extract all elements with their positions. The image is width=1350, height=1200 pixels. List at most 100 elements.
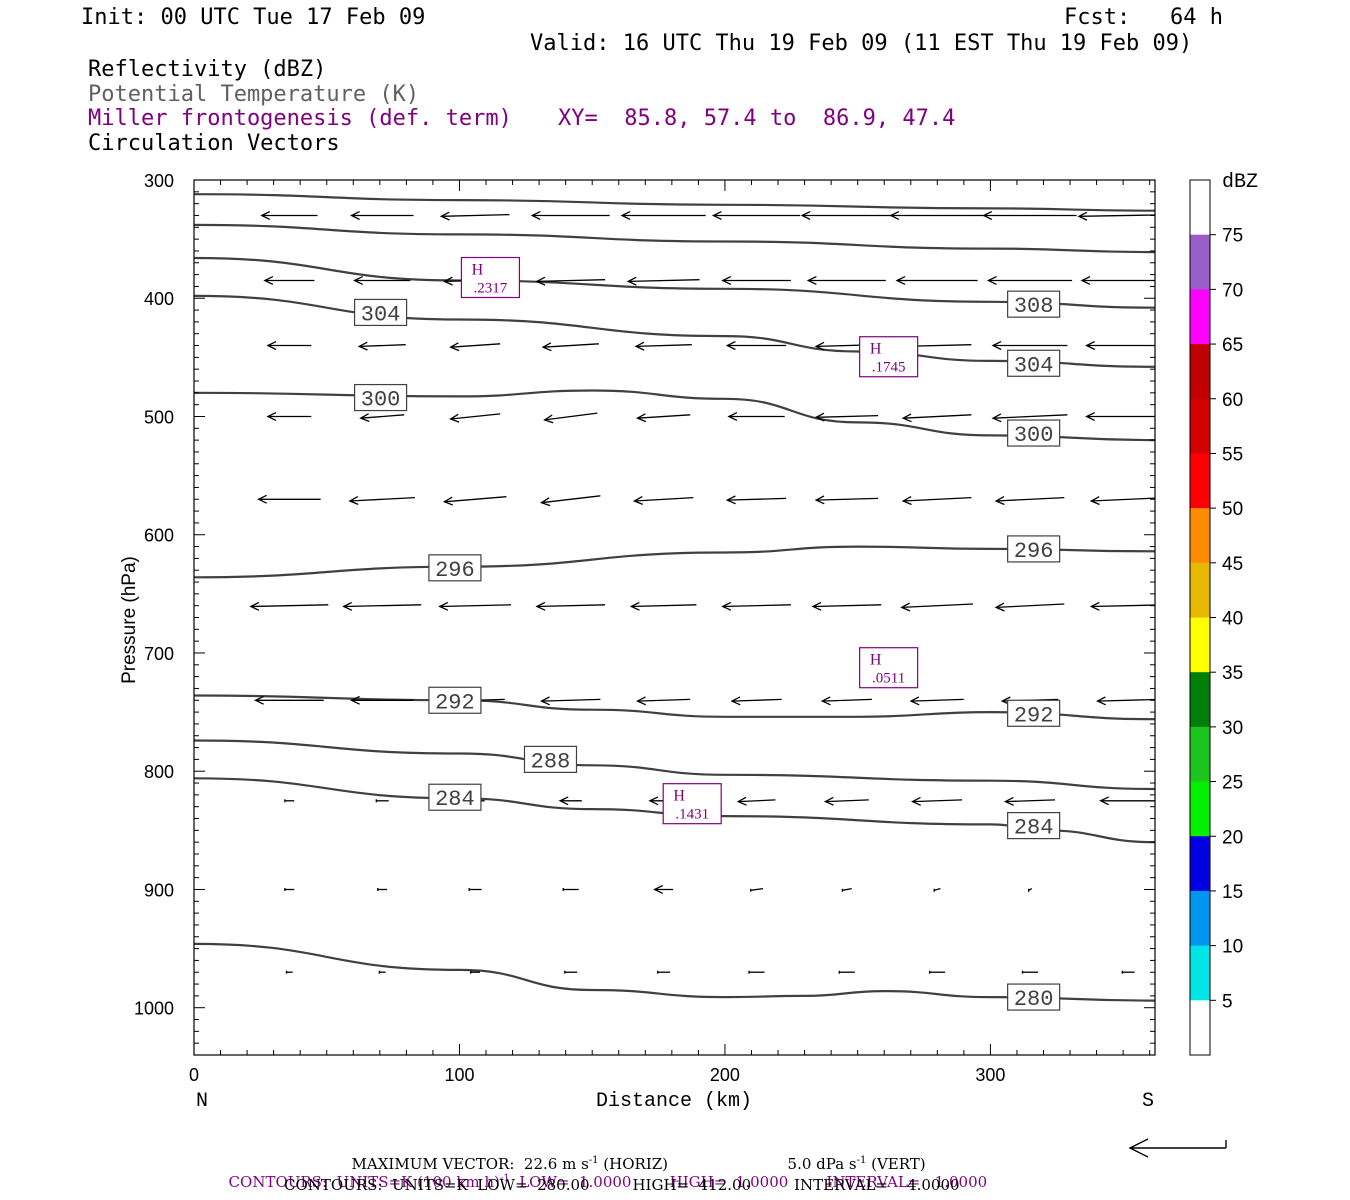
colorbar-segment xyxy=(1190,945,1210,1001)
vector-8-8 xyxy=(1028,888,1033,892)
frontogenesis-highs: H .2317 H .1745 H .0511 H .1431 xyxy=(460,256,919,825)
vector-6-1 xyxy=(350,695,414,705)
vector-8-6 xyxy=(841,887,852,892)
theta-label-text: 280 xyxy=(1014,987,1054,1012)
vector-1-5 xyxy=(721,276,791,285)
y-tick-label: 500 xyxy=(144,407,174,427)
vector-9-1 xyxy=(378,970,386,974)
high-value: .0511 xyxy=(872,671,905,687)
x-tick-label: 0 xyxy=(189,1065,199,1085)
colorbar-segment xyxy=(1190,344,1210,400)
colorbar-segment xyxy=(1190,781,1210,837)
footer-vert: 5.0 dPa s-1 (VERT) xyxy=(778,1141,926,1172)
colorbar-label: 55 xyxy=(1222,444,1243,465)
vector-6-6 xyxy=(820,696,872,706)
vector-4-1 xyxy=(348,496,416,506)
cross-section-endpoints: XY= 85.8, 57.4 to 86.9, 47.4 xyxy=(558,106,956,131)
field-reflectivity: Reflectivity (dBZ) xyxy=(88,57,327,82)
vector-2-5 xyxy=(725,341,787,351)
valid-time: Valid: 16 UTC Thu 19 Feb 09 (11 EST Thu … xyxy=(530,31,1193,56)
colorbar-title: dBZ xyxy=(1222,171,1258,194)
colorbar-label: 60 xyxy=(1222,390,1243,411)
vector-6-4 xyxy=(636,696,691,706)
theta-label-text: 308 xyxy=(1014,294,1054,319)
theta-label-text: 304 xyxy=(1014,353,1054,378)
vector-9-0 xyxy=(285,970,293,974)
vector-0-3 xyxy=(530,211,610,220)
theta-label-10: 284 xyxy=(428,783,482,812)
vector-0-1 xyxy=(350,211,414,220)
theta-label-text: 284 xyxy=(435,787,475,812)
theta-contour-4 xyxy=(194,389,1155,442)
theta-label-5: 296 xyxy=(428,554,482,583)
south-label: S xyxy=(1142,1090,1154,1113)
contours1-b: LOW= 1.0000 HIGH= 1.0000 INTERVAL= 1.000… xyxy=(509,1173,988,1191)
theta-label-11: 284 xyxy=(1007,812,1061,841)
colorbar-segment xyxy=(1190,726,1210,782)
colorbar-segment xyxy=(1190,453,1210,509)
theta-contour-1 xyxy=(194,223,1155,254)
vector-5-7 xyxy=(900,602,974,612)
vert-sup: -1 xyxy=(856,1155,867,1166)
theta-contour-9 xyxy=(194,942,1155,1002)
vector-3-8 xyxy=(991,413,1068,423)
vector-8-4 xyxy=(653,884,674,894)
vector-1-9 xyxy=(1080,276,1155,285)
vector-4-8 xyxy=(994,496,1065,506)
vector-2-2 xyxy=(449,342,501,352)
contours1-sup: -1 xyxy=(499,1173,510,1184)
vector-7-3 xyxy=(558,796,582,806)
colorbar-segment xyxy=(1190,562,1210,618)
vector-7-7 xyxy=(911,796,963,806)
vector-0-8 xyxy=(982,211,1077,220)
x-tick-labels: 0 100 200 300 xyxy=(189,1065,1005,1085)
high-label: H xyxy=(673,788,685,805)
vert-text: 5.0 dPa s xyxy=(787,1155,857,1173)
vector-5-0 xyxy=(249,601,329,611)
frontogenesis-high-0: H .2317 xyxy=(460,256,521,299)
colorbar-label: 20 xyxy=(1222,827,1243,848)
vector-2-9 xyxy=(1085,341,1155,351)
colorbar-label: 50 xyxy=(1222,499,1243,520)
vector-9-4 xyxy=(657,970,671,974)
colorbar xyxy=(1189,179,1211,1056)
north-label: N xyxy=(196,1090,208,1113)
vector-3-2 xyxy=(449,413,501,423)
theta-label-0: 308 xyxy=(1007,290,1061,319)
x-tick-label: 300 xyxy=(975,1065,1005,1085)
colorbar-segment xyxy=(1190,508,1210,564)
colorbar-label: 40 xyxy=(1222,609,1243,630)
vector-4-5 xyxy=(725,495,787,505)
theta-label-9: 288 xyxy=(523,745,578,774)
vector-9-3 xyxy=(564,970,578,974)
vector-7-9 xyxy=(1099,796,1155,806)
init-time: Init: 00 UTC Tue 17 Feb 09 xyxy=(81,5,426,30)
vert-tail: (VERT) xyxy=(866,1155,926,1173)
vector-0-0 xyxy=(260,211,318,220)
footer-contours-frontogenesis: CONTOURS: UNITS=K (100 km h)-1 LOW= 1.00… xyxy=(219,1159,988,1191)
vector-2-1 xyxy=(357,341,406,351)
colorbar-segment xyxy=(1190,234,1210,290)
colorbar-segment xyxy=(1190,289,1210,345)
vector-6-9 xyxy=(1096,696,1155,706)
colorbar-segment xyxy=(1190,617,1210,673)
vector-9-2 xyxy=(470,970,480,974)
x-axis-title: Distance (km) xyxy=(596,1090,752,1113)
vector-5-1 xyxy=(342,601,422,611)
theta-label-1: 304 xyxy=(353,298,408,327)
theta-label-text: 288 xyxy=(531,749,571,774)
vector-3-7 xyxy=(901,413,972,423)
high-value: .2317 xyxy=(474,281,508,297)
colorbar-segment xyxy=(1190,1000,1210,1056)
theta-label-text: 300 xyxy=(1014,423,1054,448)
y-axis-title: Pressure (hPa) xyxy=(119,556,140,684)
colorbar-label: 25 xyxy=(1222,773,1243,794)
vector-4-4 xyxy=(632,496,694,506)
vector-6-0 xyxy=(254,695,324,705)
colorbar-segment xyxy=(1190,672,1210,728)
vector-1-8 xyxy=(986,276,1073,285)
field-vectors: Circulation Vectors xyxy=(88,131,340,156)
vector-7-8 xyxy=(1003,796,1056,806)
vector-5-6 xyxy=(811,601,882,611)
field-theta: Potential Temperature (K) xyxy=(88,82,420,107)
